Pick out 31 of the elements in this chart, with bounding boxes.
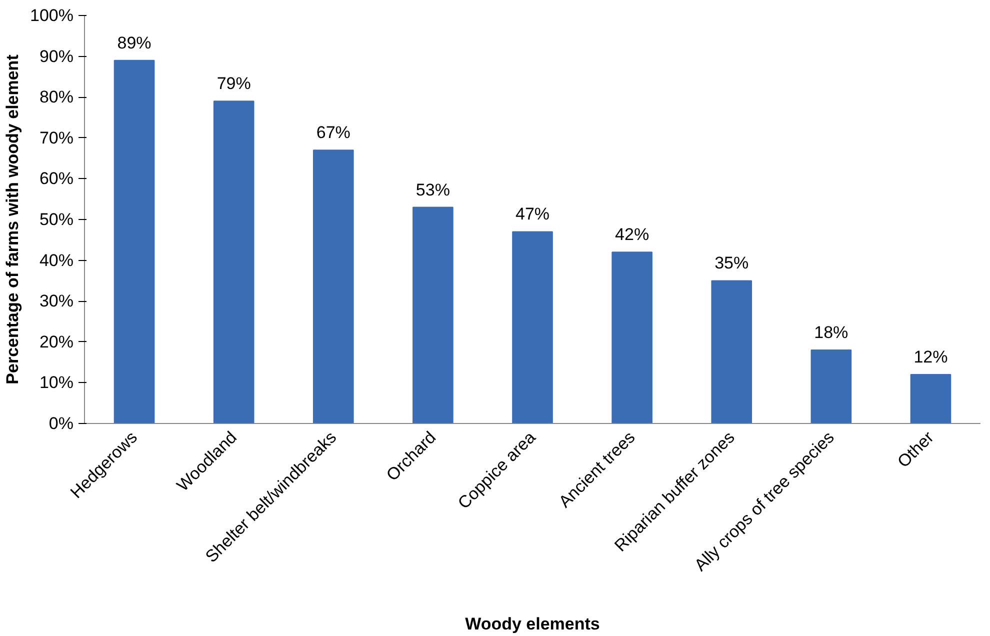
- bar: [213, 100, 254, 424]
- bar: [810, 350, 852, 424]
- data-label: 42%: [615, 225, 650, 244]
- y-tick-label: 40%: [39, 250, 74, 270]
- y-axis-title: Percentage of farms with woody element: [3, 54, 22, 384]
- data-label: 47%: [515, 204, 550, 224]
- data-label: 53%: [416, 180, 450, 200]
- data-label: 18%: [814, 323, 848, 342]
- y-tick-label: 10%: [39, 373, 74, 392]
- bar: [711, 280, 752, 424]
- bar: [312, 150, 354, 424]
- y-tick-label: 80%: [39, 88, 74, 107]
- data-label: 35%: [714, 254, 749, 273]
- y-tick-label: 50%: [39, 210, 74, 229]
- bar: [412, 206, 454, 424]
- y-tick-label: 90%: [39, 46, 74, 66]
- y-tick-label: 30%: [39, 292, 74, 311]
- bar: [612, 252, 652, 424]
- y-tick-label: 70%: [39, 128, 74, 148]
- y-tick-label: 60%: [39, 169, 74, 188]
- bar: [910, 374, 952, 424]
- data-label: 67%: [316, 123, 350, 142]
- data-label: 89%: [117, 33, 152, 52]
- y-tick-label: 0%: [48, 414, 74, 433]
- bar: [114, 60, 155, 424]
- y-tick-label: 100%: [30, 6, 74, 25]
- data-label: 12%: [914, 348, 948, 367]
- bar: [512, 231, 553, 424]
- y-tick-label: 20%: [39, 332, 74, 352]
- x-axis-title: Woody elements: [465, 614, 600, 634]
- data-label: 79%: [216, 74, 251, 94]
